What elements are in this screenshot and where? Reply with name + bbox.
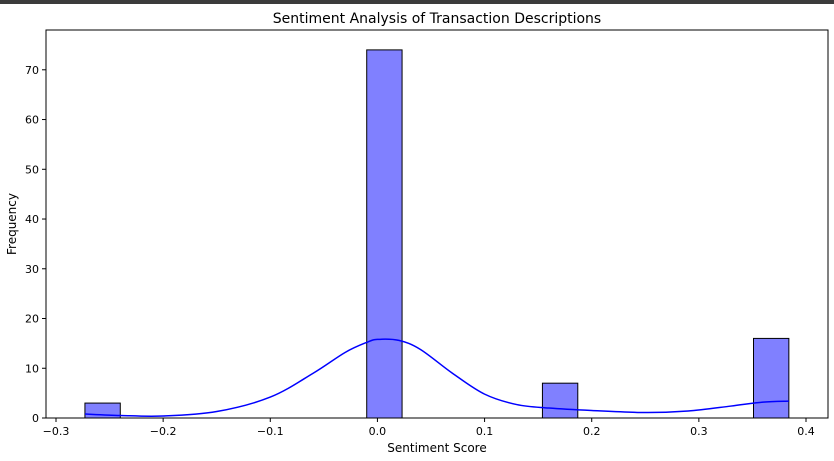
plot-area: −0.3 −0.2 −0.1 0.0 0.1 0.2 0.3 0.4 0 10 20 30 40 50 60… [25, 29, 829, 438]
x-tick-label: 0.2 [583, 425, 601, 438]
y-tick-label: 70 [25, 64, 39, 77]
y-tick-label: 50 [25, 163, 39, 176]
x-tick-label: 0.1 [476, 425, 494, 438]
x-tick-label: 0.4 [797, 425, 815, 438]
y-tick-label: 60 [25, 114, 39, 127]
y-axis-label: Frequency [5, 193, 19, 255]
x-axis-label: Sentiment Score [387, 441, 486, 455]
window-top-bar [0, 0, 834, 4]
axes-frame [45, 29, 829, 419]
x-tick-label: −0.3 [43, 425, 70, 438]
histogram-bar-3 [753, 337, 790, 419]
y-tick-label: 20 [25, 313, 39, 326]
x-tick-label: −0.1 [257, 425, 284, 438]
y-tick-label: 0 [32, 412, 39, 425]
chart-title: Sentiment Analysis of Transaction Descri… [273, 11, 601, 27]
histogram-bar-1 [366, 49, 403, 419]
x-tick-label: 0.3 [690, 425, 708, 438]
y-tick-label: 10 [25, 362, 39, 375]
y-tick-label: 40 [25, 213, 39, 226]
y-tick-label: 30 [25, 263, 39, 276]
x-tick-label: −0.2 [150, 425, 177, 438]
x-tick-label: 0.0 [369, 425, 387, 438]
histogram-bar-2 [541, 382, 579, 419]
kde-line [84, 338, 789, 418]
